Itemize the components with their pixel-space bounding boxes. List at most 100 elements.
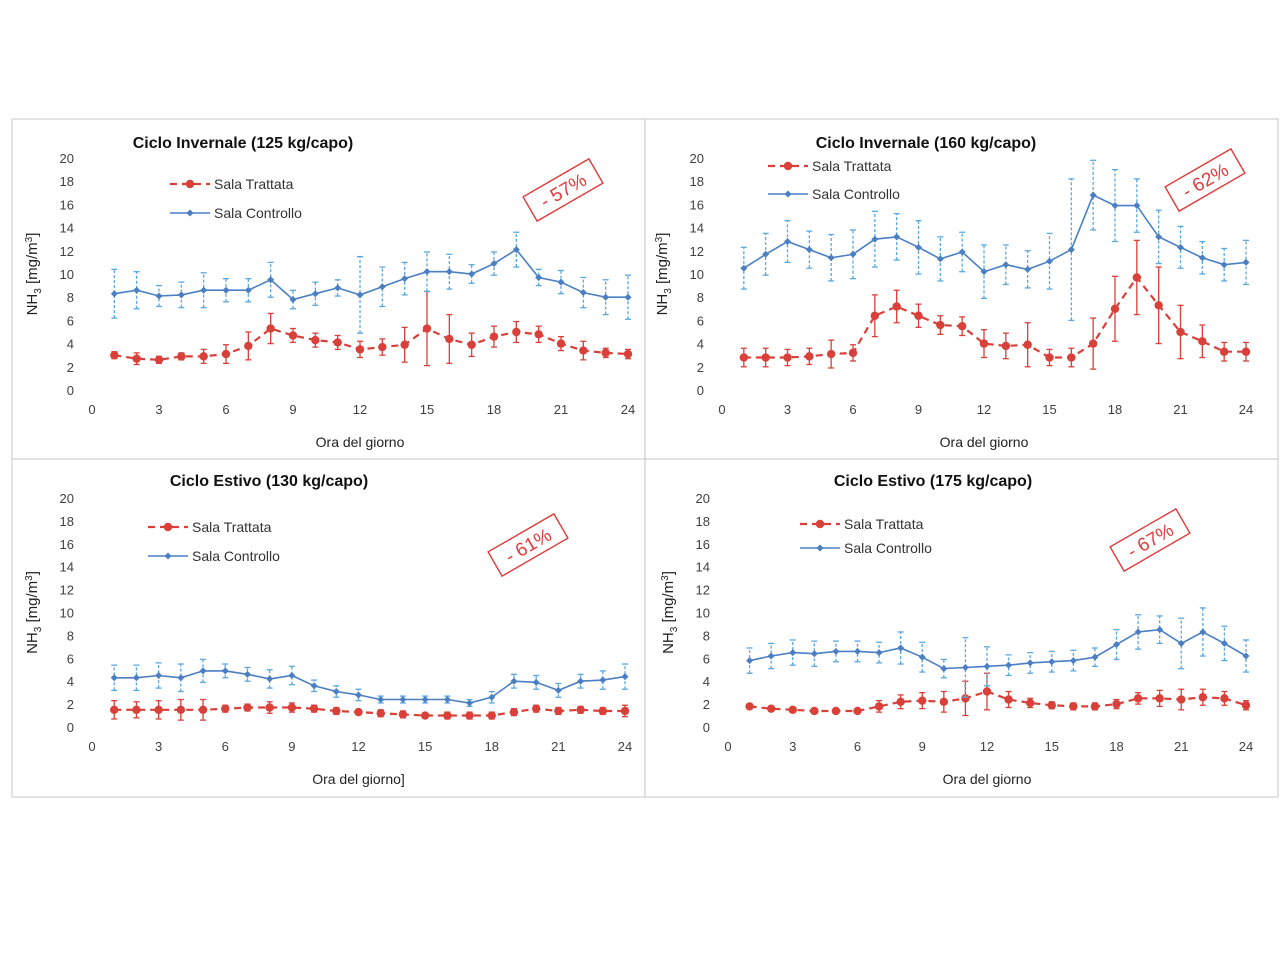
data-point xyxy=(1241,347,1251,356)
data-point xyxy=(288,671,296,679)
stamp-box xyxy=(487,512,569,578)
data-point xyxy=(1002,261,1010,269)
x-tick-label: 9 xyxy=(289,402,296,417)
data-point xyxy=(579,289,587,297)
data-point xyxy=(421,696,429,704)
data-point xyxy=(621,673,629,681)
data-point xyxy=(332,688,340,696)
data-point xyxy=(110,290,118,298)
data-point xyxy=(784,238,791,246)
x-axis-label: Ora del giorno xyxy=(940,434,1029,450)
chart-title: Ciclo Invernale (125 kg/capo) xyxy=(133,135,354,152)
data-point xyxy=(401,275,409,283)
data-point xyxy=(490,260,498,268)
data-point xyxy=(1047,701,1056,710)
y-tick-label: 12 xyxy=(696,583,710,598)
y-tick-label: 16 xyxy=(690,197,704,212)
y-tick-label: 10 xyxy=(60,267,74,282)
data-point xyxy=(1220,261,1228,269)
y-tick-label: 14 xyxy=(690,221,704,236)
data-point xyxy=(110,351,119,360)
data-point xyxy=(875,649,883,657)
data-point xyxy=(200,286,208,294)
data-point xyxy=(1023,340,1032,349)
x-tick-label: 15 xyxy=(418,739,432,754)
data-point xyxy=(398,710,408,719)
chart-panel-1: Ciclo Invernale (125 kg/capo)02468101214… xyxy=(11,118,646,460)
series-sala-controllo xyxy=(746,607,1250,698)
legend: Sala Trattata Sala Controllo xyxy=(768,158,900,202)
y-tick-label: 4 xyxy=(67,337,74,352)
data-point xyxy=(853,706,862,716)
data-point xyxy=(915,243,922,251)
data-point xyxy=(1241,701,1251,710)
x-tick-label: 0 xyxy=(724,739,731,754)
data-point xyxy=(221,667,229,675)
x-axis-label: Ora del giorno xyxy=(316,434,405,450)
data-point xyxy=(422,324,432,333)
series-line xyxy=(114,670,626,704)
y-tick-label: 16 xyxy=(60,537,74,552)
data-point xyxy=(602,293,610,301)
data-point xyxy=(1026,659,1034,667)
data-point xyxy=(132,354,141,363)
series-line xyxy=(743,275,1246,359)
data-point xyxy=(1004,695,1013,704)
data-point xyxy=(554,706,563,716)
y-tick-label: 2 xyxy=(703,697,710,712)
data-point xyxy=(488,693,496,701)
y-tick-label: 8 xyxy=(703,628,710,643)
data-point xyxy=(783,353,792,362)
x-tick-label: 21 xyxy=(1174,739,1188,754)
data-point xyxy=(535,273,543,281)
x-tick-label: 6 xyxy=(222,402,229,417)
data-point xyxy=(510,677,518,685)
panel-frame xyxy=(11,458,646,798)
data-point xyxy=(827,254,835,262)
y-tick-label: 6 xyxy=(67,651,74,666)
data-point xyxy=(334,284,342,292)
y-tick-label: 4 xyxy=(703,674,710,689)
data-point xyxy=(980,268,988,276)
y-tick-label: 16 xyxy=(60,197,74,212)
y-tick-label: 14 xyxy=(60,221,74,236)
series-line xyxy=(749,628,1247,670)
legend-marker-treated xyxy=(185,179,195,189)
y-tick-label: 2 xyxy=(697,360,704,375)
legend-label-control: Sala Controllo xyxy=(812,186,900,202)
series-sala-controllo xyxy=(110,658,629,708)
x-tick-label: 24 xyxy=(1239,402,1253,417)
data-point xyxy=(332,706,341,716)
legend-label-control: Sala Controllo xyxy=(214,205,302,221)
legend-marker-treated xyxy=(783,161,793,171)
data-point xyxy=(745,702,754,711)
legend-label-treated: Sala Trattata xyxy=(812,158,892,174)
data-point xyxy=(554,686,562,694)
y-axis-label: NH3 [mg/m3] xyxy=(24,571,44,654)
data-point xyxy=(557,278,565,286)
data-point xyxy=(918,696,927,705)
data-point xyxy=(467,340,476,349)
x-tick-label: 18 xyxy=(487,402,501,417)
x-tick-label: 3 xyxy=(155,739,162,754)
data-point xyxy=(599,676,607,684)
data-point xyxy=(767,652,775,660)
data-point xyxy=(399,696,407,704)
data-point xyxy=(957,322,967,331)
data-point xyxy=(983,662,991,670)
chart-panel-4: Ciclo Estivo (175 kg/capo)02468101214161… xyxy=(644,458,1279,798)
data-point xyxy=(958,248,966,256)
y-tick-label: 20 xyxy=(60,151,74,166)
y-tick-label: 18 xyxy=(60,174,74,189)
data-point xyxy=(534,330,543,339)
y-tick-label: 12 xyxy=(60,583,74,598)
data-point xyxy=(532,678,540,686)
data-point xyxy=(746,657,754,665)
data-point xyxy=(1067,246,1075,254)
data-point xyxy=(849,250,857,258)
y-tick-label: 2 xyxy=(67,697,74,712)
data-point xyxy=(1156,626,1164,634)
y-tick-label: 2 xyxy=(67,360,74,375)
chart-title: Ciclo Invernale (160 kg/capo) xyxy=(816,135,1037,152)
data-point xyxy=(468,270,476,278)
